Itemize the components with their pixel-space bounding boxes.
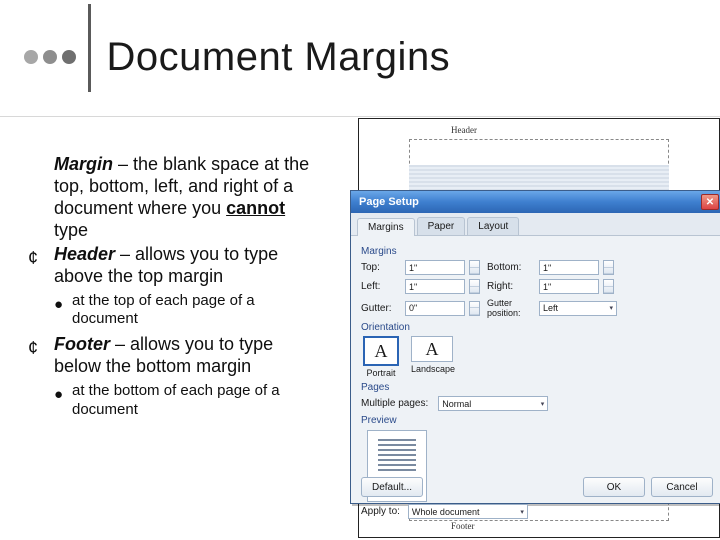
gutter-position-select[interactable]: Left bbox=[539, 301, 617, 316]
doc-body-top bbox=[409, 165, 669, 191]
term-header: Header bbox=[54, 244, 115, 264]
apply-to-row: Apply to: Whole document bbox=[361, 504, 713, 519]
orientation-row: A Portrait A Landscape bbox=[361, 336, 713, 378]
bottom-spinner[interactable] bbox=[603, 260, 614, 275]
tab-paper[interactable]: Paper bbox=[417, 217, 466, 235]
bottom-input[interactable]: 1" bbox=[539, 260, 599, 275]
gutter-input[interactable]: 0" bbox=[405, 301, 465, 316]
bottom-label: Bottom: bbox=[487, 262, 535, 273]
term-footer: Footer bbox=[54, 334, 110, 354]
gutter-spinner[interactable] bbox=[469, 301, 480, 316]
bullet-icon: ¢ bbox=[28, 248, 38, 270]
ok-button[interactable]: OK bbox=[583, 477, 645, 497]
dot-decoration bbox=[24, 50, 76, 64]
bullet-header: ¢ Header – allows you to type above the … bbox=[24, 244, 324, 288]
portrait-icon: A bbox=[363, 336, 399, 366]
bullet-margin: Margin – the blank space at the top, bot… bbox=[24, 154, 324, 242]
apply-to-label: Apply to: bbox=[361, 506, 400, 517]
bullet-header-sub: ● at the top of each page of a document bbox=[24, 292, 324, 329]
gutter-position-label: Gutter position: bbox=[487, 298, 535, 318]
term-margin: Margin bbox=[54, 154, 113, 174]
vertical-divider bbox=[88, 4, 91, 92]
orientation-landscape[interactable]: A Landscape bbox=[411, 336, 451, 378]
pages-row: Multiple pages: Normal bbox=[361, 396, 713, 411]
right-spinner[interactable] bbox=[603, 279, 614, 294]
dialog-titlebar[interactable]: Page Setup ✕ bbox=[351, 191, 720, 213]
right-input[interactable]: 1" bbox=[539, 279, 599, 294]
dot-3 bbox=[62, 50, 76, 64]
horizontal-rule bbox=[0, 116, 720, 117]
dot-2 bbox=[43, 50, 57, 64]
tab-margins[interactable]: Margins bbox=[357, 218, 415, 236]
doc-header-region: Header bbox=[401, 125, 677, 189]
gutter-label: Gutter: bbox=[361, 303, 401, 314]
doc-header-label: Header bbox=[451, 125, 477, 135]
body-text: Margin – the blank space at the top, bot… bbox=[24, 154, 324, 425]
margins-grid: Top: 1" Bottom: 1" Left: 1" Right: 1" Gu… bbox=[361, 260, 713, 318]
dot-1 bbox=[24, 50, 38, 64]
dialog-title: Page Setup bbox=[359, 196, 419, 208]
subbullet-icon: ● bbox=[54, 386, 63, 404]
subbullet-icon: ● bbox=[54, 296, 63, 314]
dialog-tabs: Margins Paper Layout bbox=[351, 213, 720, 236]
bullet-footer: ¢ Footer – allows you to type below the … bbox=[24, 334, 324, 378]
section-margins-label: Margins bbox=[361, 246, 713, 257]
orientation-portrait[interactable]: A Portrait bbox=[361, 336, 401, 378]
right-label: Right: bbox=[487, 281, 535, 292]
apply-to-select[interactable]: Whole document bbox=[408, 504, 528, 519]
left-input[interactable]: 1" bbox=[405, 279, 465, 294]
bullet-icon: ¢ bbox=[28, 338, 38, 360]
close-icon[interactable]: ✕ bbox=[701, 194, 719, 210]
left-label: Left: bbox=[361, 281, 401, 292]
section-pages-label: Pages bbox=[361, 382, 713, 393]
tab-layout[interactable]: Layout bbox=[467, 217, 519, 235]
section-preview-label: Preview bbox=[361, 415, 713, 426]
landscape-icon: A bbox=[411, 336, 453, 362]
default-button[interactable]: Default... bbox=[361, 477, 423, 497]
top-input[interactable]: 1" bbox=[405, 260, 465, 275]
bullet-footer-sub: ● at the bottom of each page of a docume… bbox=[24, 382, 324, 419]
top-spinner[interactable] bbox=[469, 260, 480, 275]
top-label: Top: bbox=[361, 262, 401, 273]
slide-title-bar: Document Margins bbox=[24, 22, 450, 92]
cancel-button[interactable]: Cancel bbox=[651, 477, 713, 497]
multiple-pages-select[interactable]: Normal bbox=[438, 396, 548, 411]
slide-title: Document Margins bbox=[107, 35, 451, 80]
left-spinner[interactable] bbox=[469, 279, 480, 294]
section-orientation-label: Orientation bbox=[361, 322, 713, 333]
multiple-pages-label: Multiple pages: bbox=[361, 398, 428, 409]
dialog-footer: Default... OK Cancel bbox=[361, 477, 713, 497]
page-setup-dialog: Page Setup ✕ Margins Paper Layout Margin… bbox=[350, 190, 720, 504]
